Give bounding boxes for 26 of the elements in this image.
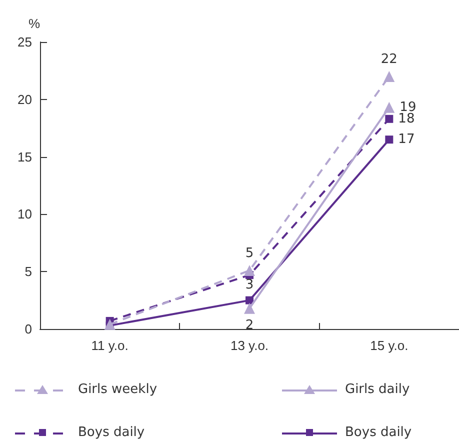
x-tick-label: 13 y.o. bbox=[230, 338, 269, 353]
point bbox=[384, 70, 395, 82]
y-tick-label: 15 bbox=[18, 149, 32, 164]
legend-label: Boys daily bbox=[345, 425, 412, 440]
legend-label: Girls weekly bbox=[78, 382, 158, 397]
data-label: 2 bbox=[245, 318, 254, 333]
point bbox=[385, 114, 394, 123]
x-tick-label: 15 y.o. bbox=[370, 338, 408, 353]
data-label: 22 bbox=[380, 52, 398, 67]
point bbox=[104, 318, 116, 330]
legend-label: Boys daily bbox=[78, 425, 145, 440]
y-tick-label: 25 bbox=[18, 34, 32, 50]
data-label: 5 bbox=[245, 246, 254, 261]
y-tick-label: 10 bbox=[18, 206, 32, 222]
point bbox=[385, 136, 394, 144]
point bbox=[244, 264, 255, 276]
data-label: 18 bbox=[398, 111, 415, 126]
point bbox=[246, 296, 254, 304]
legend-label: Girls daily bbox=[345, 382, 410, 397]
y-tick-label: 20 bbox=[18, 92, 32, 107]
y-tick-label: 0 bbox=[24, 322, 32, 336]
x-tick-label: 11 y.o. bbox=[91, 338, 128, 353]
data-label: 3 bbox=[245, 277, 254, 292]
y-axis-title: % bbox=[28, 16, 40, 31]
data-label: 17 bbox=[398, 132, 415, 148]
y-tick-label: 5 bbox=[24, 264, 32, 280]
